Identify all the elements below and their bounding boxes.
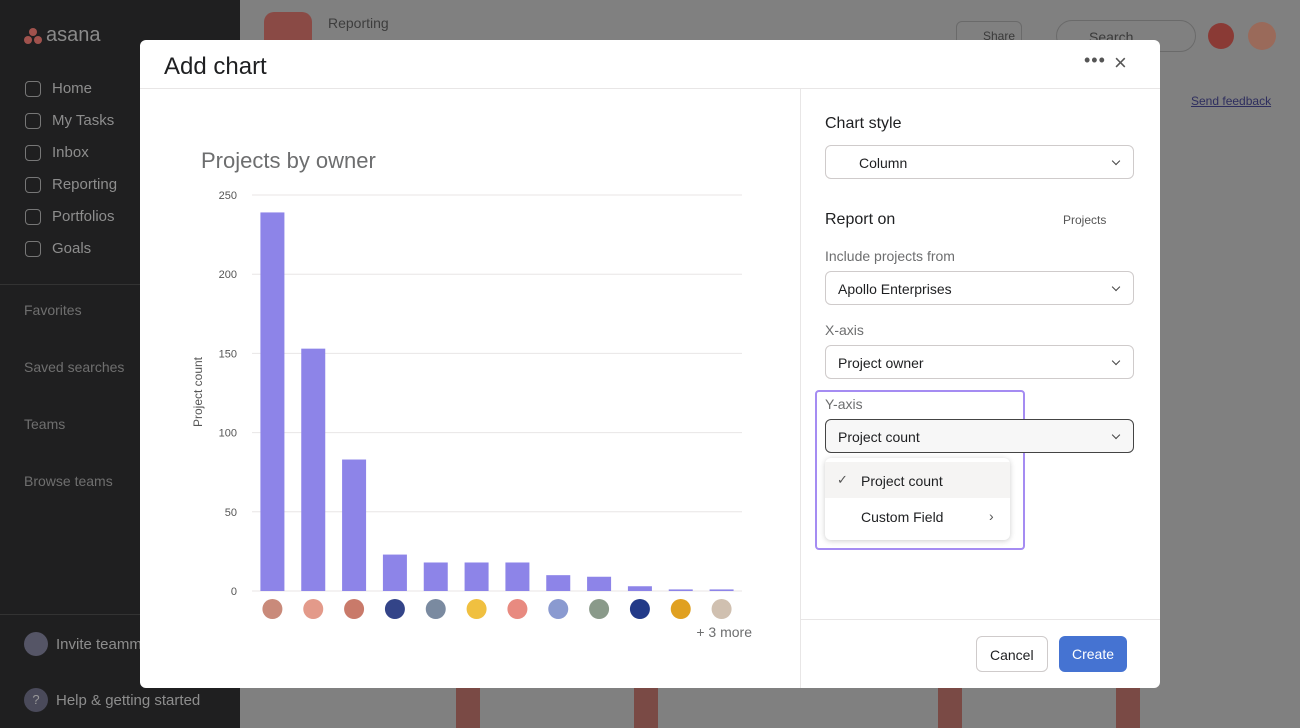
owner-avatar <box>548 599 569 619</box>
bar <box>301 348 326 591</box>
x-axis-label: X-axis <box>825 322 864 338</box>
menu-item[interactable]: Project count <box>861 473 943 489</box>
add[interactable] <box>1208 23 1234 49</box>
section[interactable]: Favorites <box>24 302 82 318</box>
owner-avatar <box>507 599 528 619</box>
nav-item[interactable]: Portfolios <box>52 208 115 225</box>
y-axis-label: Y-axis <box>825 396 863 412</box>
divider <box>801 619 1160 620</box>
nav-item[interactable]: Home <box>52 80 93 97</box>
owner-avatar <box>466 599 487 619</box>
bg-bar <box>1116 688 1140 728</box>
section[interactable]: Browse teams <box>24 473 113 489</box>
bar <box>382 554 407 591</box>
nav-icon <box>25 177 41 193</box>
close[interactable]: × <box>1114 50 1127 75</box>
bg-bar <box>938 688 962 728</box>
y-tick-label: 250 <box>219 190 237 202</box>
nav-icon <box>25 113 41 129</box>
chart-style-select[interactable]: Column <box>825 145 1134 179</box>
bar <box>342 459 367 591</box>
modal-title: Add chart <box>164 53 267 80</box>
owner-avatar <box>344 599 365 619</box>
y-tick-label: 150 <box>219 348 237 360</box>
bar <box>423 562 448 591</box>
x-axis-select[interactable]: Project owner <box>825 345 1134 379</box>
report-on-label: Report on <box>825 211 896 228</box>
avatar <box>24 632 48 656</box>
nav-icon <box>25 145 41 161</box>
help[interactable]: Help & getting started <box>56 692 201 709</box>
divider <box>0 614 240 615</box>
modal: Add chart ••• × Chart style Column Repor… <box>140 40 1160 688</box>
create[interactable]: Create <box>1059 636 1128 672</box>
bar <box>546 575 571 591</box>
check: ✓ <box>837 472 848 487</box>
y-axis-select[interactable]: Project count <box>825 419 1134 453</box>
logo <box>24 28 42 44</box>
include-label: Include projects from <box>825 248 955 264</box>
nav-icon <box>25 209 41 225</box>
bar <box>668 589 693 591</box>
more-menu[interactable]: ••• <box>1084 50 1106 70</box>
owner-avatar <box>589 599 610 619</box>
divider <box>0 284 240 285</box>
nav-item[interactable]: Inbox <box>52 144 89 161</box>
more-label: + 3 more <box>696 624 752 640</box>
menu-item[interactable]: Custom Field <box>861 509 944 525</box>
bar <box>260 212 285 591</box>
owner-avatar <box>711 599 732 619</box>
nav-item[interactable]: My Tasks <box>52 112 115 129</box>
y-tick-label: 50 <box>225 507 237 519</box>
owner-avatar <box>629 599 650 619</box>
owner-avatar <box>425 599 446 619</box>
y-tick-label: 200 <box>219 269 237 281</box>
dropdown: ✓ Project count Custom Field › <box>825 458 1010 540</box>
bar <box>709 589 734 591</box>
divider <box>800 89 801 688</box>
hover <box>825 462 1010 498</box>
bar <box>505 562 530 591</box>
section[interactable]: Saved searches <box>24 359 125 375</box>
owner-avatar <box>262 599 283 619</box>
bar <box>464 562 489 591</box>
bg-bar <box>456 688 480 728</box>
brand: asana <box>46 24 101 46</box>
nav-icon <box>25 241 41 257</box>
include-select[interactable]: Apollo Enterprises <box>825 271 1134 305</box>
feedback[interactable]: Send feedback <box>1191 94 1272 108</box>
chart: Projects by owner Project count 0 50 100 150 2… <box>191 148 752 640</box>
nav-item[interactable]: Reporting <box>52 176 118 193</box>
chart-style-label: Chart style <box>825 115 902 132</box>
y-axis-label: Project count <box>191 356 205 427</box>
report-on[interactable]: Projects <box>1063 213 1107 227</box>
bar <box>587 576 612 591</box>
highlight <box>815 390 1025 550</box>
owner-avatar <box>670 599 691 619</box>
chevron: › <box>989 508 994 524</box>
breadcrumb[interactable]: Reporting <box>328 15 389 31</box>
y-tick-label: 0 <box>231 586 237 598</box>
nav-icon <box>25 81 41 97</box>
y-tick-label: 100 <box>219 428 237 440</box>
section[interactable]: Teams <box>24 416 66 432</box>
divider <box>140 88 1160 89</box>
help-icon: ? <box>24 688 48 712</box>
chart-title: Projects by owner <box>201 148 376 173</box>
bar <box>627 586 652 591</box>
invite[interactable]: Invite teamm <box>56 636 142 653</box>
avatar <box>1248 22 1276 50</box>
cancel[interactable]: Cancel <box>976 636 1048 672</box>
owner-avatar <box>303 599 324 619</box>
owner-avatar <box>384 599 405 619</box>
bg-bar <box>634 688 658 728</box>
nav-item[interactable]: Goals <box>52 240 92 257</box>
